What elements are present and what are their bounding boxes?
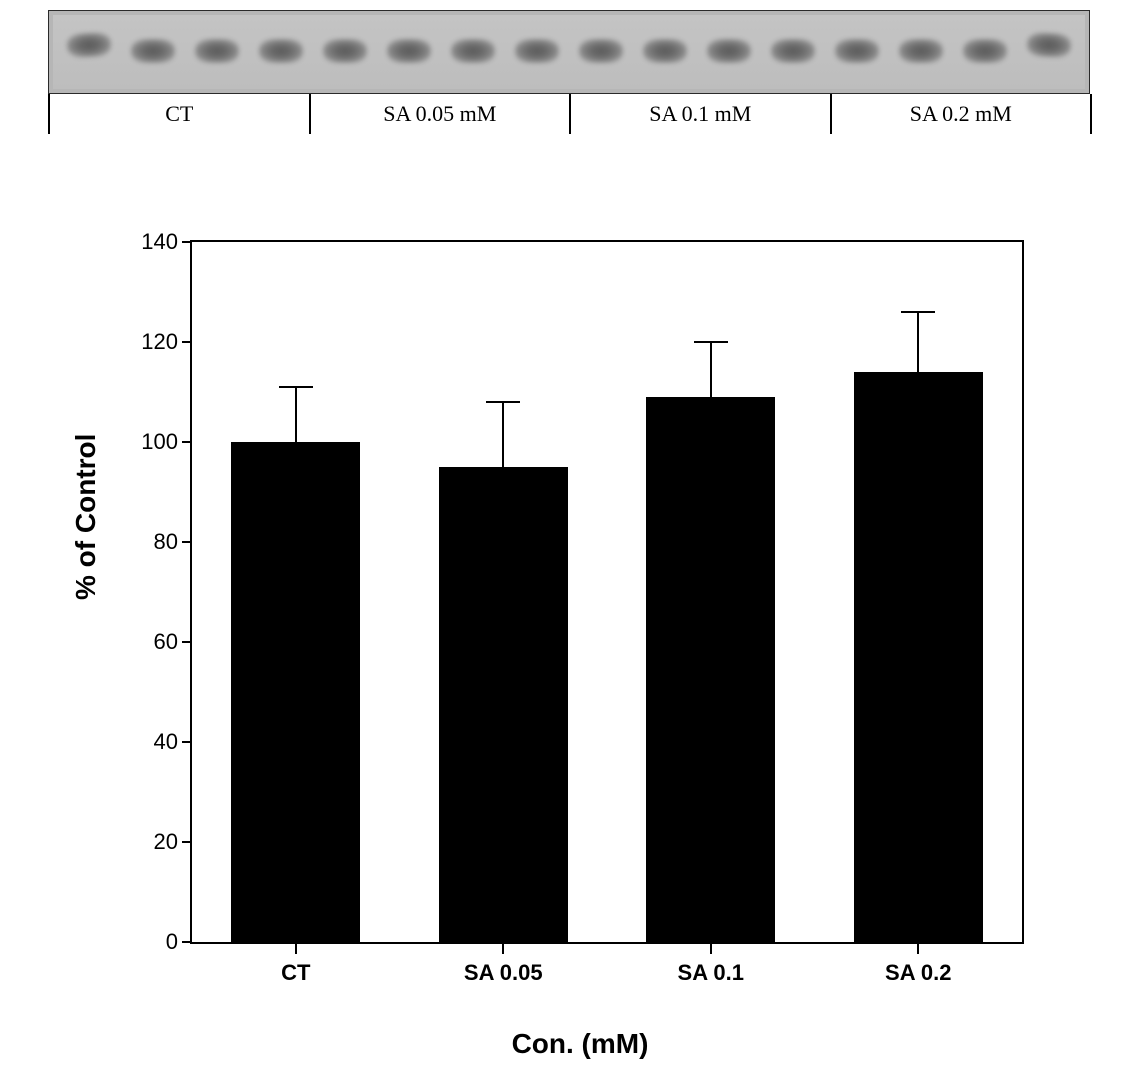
y-tick-label: 80: [154, 529, 178, 555]
error-bar: [710, 342, 712, 397]
figure-root: CT SA 0.05 mM SA 0.1 mM SA 0.2 mM % of C…: [0, 0, 1135, 1077]
x-tick-label: SA 0.05: [464, 960, 543, 986]
x-tick-label: CT: [281, 960, 310, 986]
bar-chart: % of Control 020406080100120140CTSA 0.05…: [80, 230, 1080, 1060]
error-bar: [295, 387, 297, 442]
plot-area: 020406080100120140CTSA 0.05SA 0.1SA 0.2: [190, 240, 1024, 944]
x-axis-label: Con. (mM): [80, 1028, 1080, 1060]
x-tick: [295, 942, 297, 954]
x-tick: [917, 942, 919, 954]
y-tick-label: 60: [154, 629, 178, 655]
error-cap: [279, 386, 313, 388]
y-tick-label: 140: [141, 229, 178, 255]
y-tick: [182, 741, 192, 743]
y-tick: [182, 541, 192, 543]
y-tick-label: 100: [141, 429, 178, 455]
x-tick: [710, 942, 712, 954]
bar: [854, 372, 983, 942]
gel-lane-labels: CT SA 0.05 mM SA 0.1 mM SA 0.2 mM: [48, 94, 1092, 134]
y-tick-label: 0: [166, 929, 178, 955]
y-tick: [182, 841, 192, 843]
lane-label: SA 0.05 mM: [311, 94, 572, 134]
y-tick: [182, 341, 192, 343]
error-cap: [901, 311, 935, 313]
gel-image: [48, 10, 1090, 94]
error-cap: [486, 401, 520, 403]
y-tick: [182, 241, 192, 243]
bar: [646, 397, 775, 942]
x-tick-label: SA 0.1: [678, 960, 744, 986]
gel-bands: [49, 39, 1089, 65]
y-tick: [182, 641, 192, 643]
y-tick: [182, 441, 192, 443]
error-cap: [694, 341, 728, 343]
y-tick: [182, 941, 192, 943]
x-tick-label: SA 0.2: [885, 960, 951, 986]
y-tick-label: 40: [154, 729, 178, 755]
error-bar: [917, 312, 919, 372]
bar: [231, 442, 360, 942]
y-axis-label: % of Control: [70, 434, 102, 600]
lane-label: CT: [50, 94, 311, 134]
x-tick: [502, 942, 504, 954]
lane-label: SA 0.2 mM: [832, 94, 1091, 134]
bar: [439, 467, 568, 942]
lane-label: SA 0.1 mM: [571, 94, 832, 134]
western-blot-panel: CT SA 0.05 mM SA 0.1 mM SA 0.2 mM: [48, 10, 1088, 134]
error-bar: [502, 402, 504, 467]
y-tick-label: 20: [154, 829, 178, 855]
y-tick-label: 120: [141, 329, 178, 355]
